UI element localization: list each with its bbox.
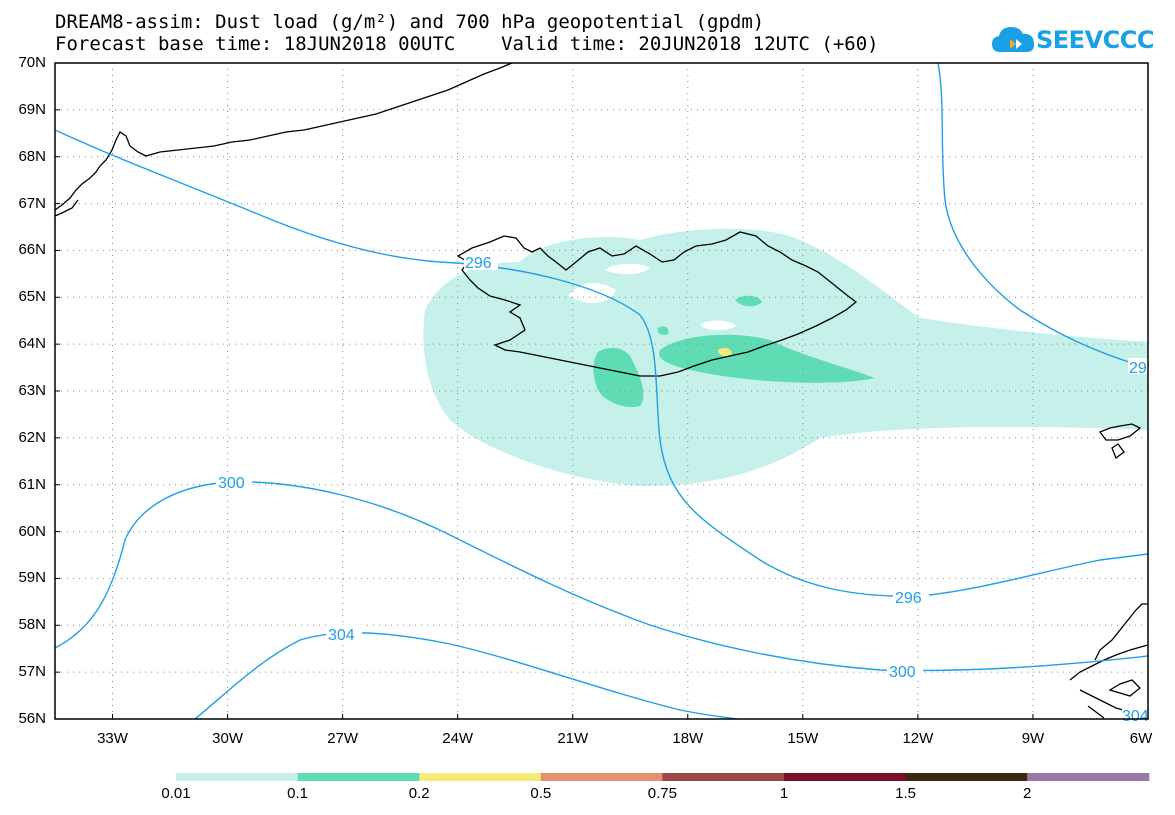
latitude-label: 60N <box>18 522 46 540</box>
contour-296-east <box>937 63 1148 369</box>
colorbar-swatch <box>419 773 542 781</box>
colorbar-label: 1 <box>779 785 789 802</box>
latitude-label: 63N <box>18 382 46 399</box>
latitude-label: 59N <box>18 569 46 587</box>
contour-labels: 296 296 29 300 300 304 304 <box>216 254 1149 725</box>
dust-area-mid-3 <box>735 295 762 307</box>
contour-300 <box>55 481 1148 672</box>
contour-label: 29 <box>1129 360 1147 377</box>
dust-area-mid-2 <box>593 347 644 408</box>
latitude-label: 66N <box>18 241 46 259</box>
latitude-label: 69N <box>18 100 46 118</box>
colorbar-label: 0.01 <box>161 785 191 802</box>
colorbar-swatch <box>1027 773 1150 781</box>
colorbar-swatch <box>662 773 785 781</box>
latitude-label: 57N <box>18 663 46 681</box>
latitude-label: 70N <box>18 54 46 71</box>
longitude-label: 9W <box>1021 730 1045 747</box>
seevccc-logo: SEEVCCC <box>990 22 1155 58</box>
latitude-label: 58N <box>18 616 46 634</box>
dust-area-mid <box>659 334 875 383</box>
contour-label: 300 <box>218 475 245 492</box>
dust-area-high <box>718 347 732 357</box>
longitude-label: 6W <box>1129 730 1153 747</box>
contour-label: 296 <box>465 255 492 272</box>
colorbar-label: 0.5 <box>530 785 552 802</box>
logo-text: SEEVCCC <box>1036 26 1155 54</box>
contour-label: 304 <box>1122 708 1149 725</box>
colorbar-swatch <box>297 773 420 781</box>
map-title-line1: DREAM8-assim: Dust load (g/m²) and 700 h… <box>55 11 765 33</box>
colorbar-label: 1.5 <box>895 785 917 802</box>
colorbar-swatch <box>905 773 1028 781</box>
colorbar-swatch <box>176 773 299 781</box>
longitude-label: 27W <box>327 730 359 747</box>
colorbar-label: 0.1 <box>287 785 309 802</box>
colorbar-label: 0.75 <box>647 785 677 802</box>
colorbar-label: 0.2 <box>408 785 430 802</box>
longitude-label: 21W <box>557 730 589 747</box>
longitude-label: 15W <box>787 730 819 747</box>
colorbar <box>176 773 1150 781</box>
colorbar-swatch <box>540 773 663 781</box>
latitude-label: 67N <box>18 194 46 212</box>
contour-label: 296 <box>895 590 922 607</box>
contour-304 <box>194 632 743 719</box>
latitude-label: 56N <box>18 710 46 727</box>
grid-lines <box>55 63 1148 719</box>
contour-label: 304 <box>328 627 355 644</box>
latitude-label: 68N <box>18 147 46 165</box>
longitude-label: 24W <box>442 730 474 747</box>
colorbar-label: 2 <box>1023 785 1032 802</box>
latitude-label: 64N <box>18 335 46 353</box>
colorbar-swatch <box>784 773 907 781</box>
latitude-label: 62N <box>18 428 46 446</box>
longitude-label: 18W <box>672 730 704 747</box>
axis-ticks <box>55 62 1149 720</box>
longitude-label: 12W <box>902 730 934 747</box>
latitude-label: 65N <box>18 288 46 306</box>
longitude-label: 33W <box>97 730 128 747</box>
cloud-logo-icon <box>992 27 1035 52</box>
latitude-label: 61N <box>18 475 46 493</box>
contour-label: 300 <box>889 664 916 681</box>
longitude-label: 30W <box>212 730 243 747</box>
map-title-line2: Forecast base time: 18JUN2018 00UTC Vali… <box>55 33 879 55</box>
